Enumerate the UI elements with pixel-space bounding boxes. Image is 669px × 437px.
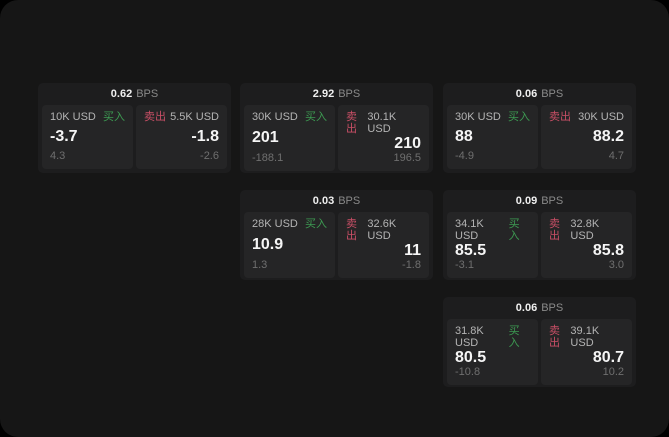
- sell-side-label: 卖出: [549, 111, 571, 123]
- sell-delta-value: -1.8: [402, 259, 421, 271]
- buy-delta-value: -4.9: [455, 150, 474, 162]
- sell-notional-label: 32.6K USD: [367, 218, 397, 242]
- sell-notional-label: 5.5K USD: [170, 111, 219, 123]
- card-header: 0.06 BPS: [443, 297, 636, 319]
- sell-notional-label: 30.1K USD: [367, 111, 397, 135]
- sell-delta-value: -2.6: [200, 150, 219, 162]
- sell-price-value: 80.7: [592, 349, 624, 366]
- card-header: 2.92 BPS: [240, 83, 433, 105]
- sell-delta-value: 3.0: [608, 259, 624, 271]
- sell-delta-value: 196.5: [393, 152, 421, 164]
- spread-card: 0.09 BPS 34.1K USD 买入 85.5 -3.1 卖出 32.8K…: [443, 190, 636, 280]
- card-body: 10K USD 买入 -3.7 4.3 卖出 5.5K USD -1.8 -2.…: [38, 105, 231, 173]
- buy-delta-value: 1.3: [252, 259, 268, 271]
- buy-price-value: 201: [252, 129, 279, 146]
- spread-card: 0.03 BPS 28K USD 买入 10.9 1.3 卖出 32.6K US…: [240, 190, 433, 280]
- buy-side-label: 买入: [508, 111, 530, 123]
- bps-value: 2.92: [312, 88, 335, 100]
- bps-value: 0.09: [515, 195, 538, 207]
- card-header: 0.62 BPS: [38, 83, 231, 105]
- spread-card: 0.06 BPS 30K USD 买入 88 -4.9 卖出 30K USD 8…: [443, 83, 636, 173]
- sell-panel[interactable]: 卖出 32.8K USD 85.8 3.0: [541, 212, 632, 278]
- bps-unit-label: BPS: [338, 195, 361, 207]
- sell-price-value: 210: [394, 135, 421, 152]
- bps-unit-label: BPS: [136, 88, 159, 100]
- sell-notional-label: 30K USD: [578, 111, 624, 123]
- buy-delta-value: -10.8: [455, 366, 481, 378]
- buy-price-value: 80.5: [455, 349, 487, 366]
- buy-notional-label: 34.1K USD: [455, 218, 484, 242]
- spread-card: 0.06 BPS 31.8K USD 买入 80.5 -10.8 卖出 39.1…: [443, 297, 636, 387]
- card-header: 0.09 BPS: [443, 190, 636, 212]
- buy-side-label: 买入: [305, 111, 327, 123]
- buy-price-value: 85.5: [455, 242, 487, 259]
- card-body: 34.1K USD 买入 85.5 -3.1 卖出 32.8K USD 85.8…: [443, 212, 636, 282]
- buy-panel[interactable]: 30K USD 买入 88 -4.9: [447, 105, 538, 169]
- buy-panel[interactable]: 28K USD 买入 10.9 1.3: [244, 212, 335, 278]
- sell-price-value: 11: [404, 242, 421, 259]
- spread-card: 0.62 BPS 10K USD 买入 -3.7 4.3 卖出 5.5K USD…: [38, 83, 231, 173]
- buy-panel[interactable]: 34.1K USD 买入 85.5 -3.1: [447, 212, 538, 278]
- card-header: 0.06 BPS: [443, 83, 636, 105]
- sell-price-value: 85.8: [592, 242, 624, 259]
- buy-notional-label: 10K USD: [50, 111, 96, 123]
- buy-panel[interactable]: 10K USD 买入 -3.7 4.3: [42, 105, 133, 169]
- bps-value: 0.06: [515, 88, 538, 100]
- sell-price-value: 88.2: [592, 128, 624, 145]
- sell-delta-value: 4.7: [608, 150, 624, 162]
- buy-delta-value: -3.1: [455, 259, 474, 271]
- bps-value: 0.62: [110, 88, 133, 100]
- buy-notional-label: 30K USD: [455, 111, 501, 123]
- sell-delta-value: 10.2: [602, 366, 624, 378]
- card-body: 30K USD 买入 88 -4.9 卖出 30K USD 88.2 4.7: [443, 105, 636, 173]
- sell-side-label: 卖出: [346, 218, 357, 242]
- buy-price-value: -3.7: [50, 128, 78, 145]
- card-body: 28K USD 买入 10.9 1.3 卖出 32.6K USD 11 -1.8: [240, 212, 433, 282]
- sell-side-label: 卖出: [549, 325, 560, 349]
- buy-side-label: 买入: [103, 111, 125, 123]
- bps-unit-label: BPS: [541, 302, 564, 314]
- sell-notional-label: 32.8K USD: [570, 218, 600, 242]
- buy-delta-value: -188.1: [252, 152, 284, 164]
- sell-side-label: 卖出: [144, 111, 166, 123]
- sell-notional-label: 39.1K USD: [570, 325, 600, 349]
- sell-side-label: 卖出: [346, 111, 357, 135]
- bps-value: 0.06: [515, 302, 538, 314]
- buy-notional-label: 31.8K USD: [455, 325, 484, 349]
- sell-panel[interactable]: 卖出 30.1K USD 210 196.5: [338, 105, 429, 171]
- card-body: 30K USD 买入 201 -188.1 卖出 30.1K USD 210 1…: [240, 105, 433, 175]
- bps-unit-label: BPS: [338, 88, 361, 100]
- bps-value: 0.03: [312, 195, 335, 207]
- sell-side-label: 卖出: [549, 218, 560, 242]
- buy-notional-label: 30K USD: [252, 111, 298, 123]
- buy-price-value: 10.9: [252, 236, 284, 253]
- card-header: 0.03 BPS: [240, 190, 433, 212]
- sell-panel[interactable]: 卖出 30K USD 88.2 4.7: [541, 105, 632, 169]
- spread-card: 2.92 BPS 30K USD 买入 201 -188.1 卖出 30.1K …: [240, 83, 433, 173]
- card-body: 31.8K USD 买入 80.5 -10.8 卖出 39.1K USD 80.…: [443, 319, 636, 389]
- buy-side-label: 买入: [508, 325, 520, 349]
- sell-panel[interactable]: 卖出 39.1K USD 80.7 10.2: [541, 319, 632, 385]
- buy-delta-value: 4.3: [50, 150, 66, 162]
- sell-price-value: -1.8: [191, 128, 219, 145]
- buy-notional-label: 28K USD: [252, 218, 298, 230]
- sell-panel[interactable]: 卖出 32.6K USD 11 -1.8: [338, 212, 429, 278]
- buy-price-value: 88: [455, 128, 473, 145]
- buy-panel[interactable]: 30K USD 买入 201 -188.1: [244, 105, 335, 171]
- buy-panel[interactable]: 31.8K USD 买入 80.5 -10.8: [447, 319, 538, 385]
- buy-side-label: 买入: [508, 218, 520, 242]
- bps-unit-label: BPS: [541, 88, 564, 100]
- sell-panel[interactable]: 卖出 5.5K USD -1.8 -2.6: [136, 105, 227, 169]
- buy-side-label: 买入: [305, 218, 327, 230]
- bps-unit-label: BPS: [541, 195, 564, 207]
